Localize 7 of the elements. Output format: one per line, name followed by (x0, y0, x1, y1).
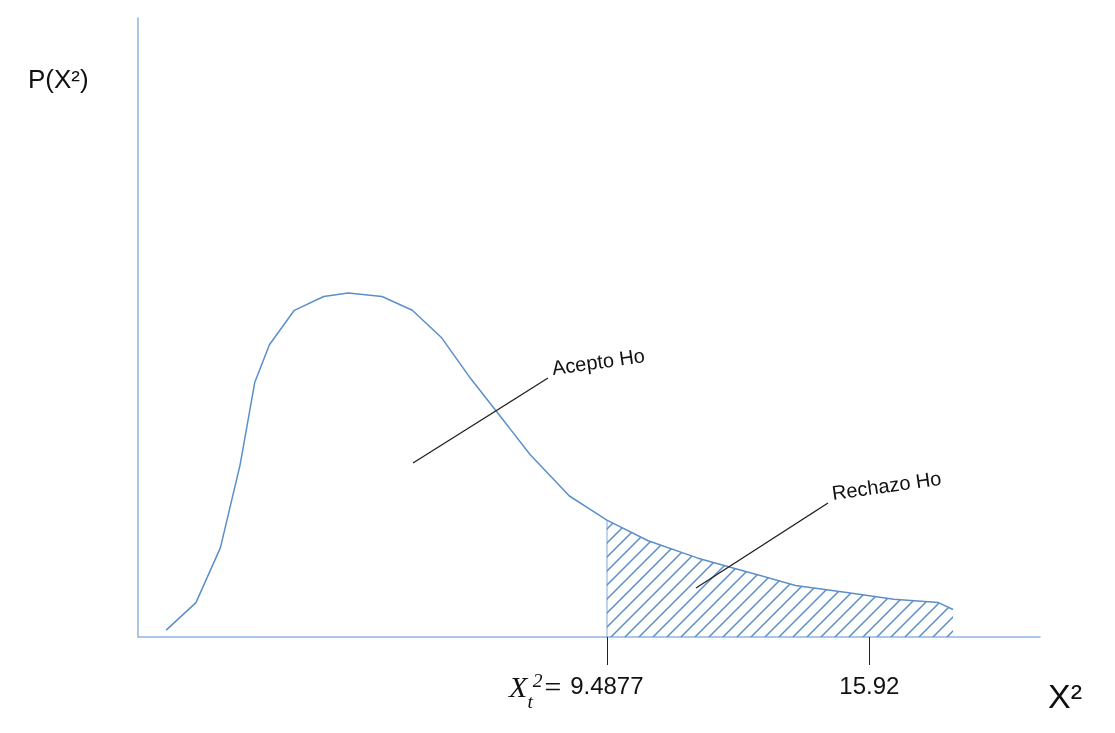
annotation: Rechazo Ho (830, 466, 943, 504)
x-tick-label: 15.92 (839, 671, 900, 699)
annotation: Acepto Ho (550, 344, 647, 379)
text: P(X²) (28, 64, 89, 94)
x-axis-title: X² (1048, 677, 1082, 715)
ref-line-label: X$_{t}$$^{2}$= (508, 669, 563, 712)
x-tick-label: 9.4877 (570, 671, 644, 699)
